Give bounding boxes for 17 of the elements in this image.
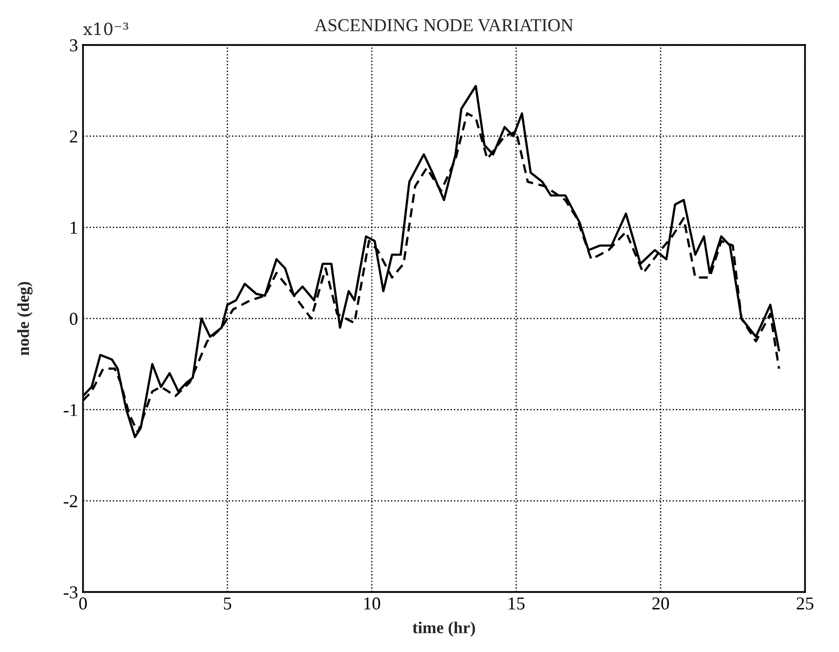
y-tick-label: 2 <box>70 130 78 142</box>
y-tick-label: 3 <box>70 39 78 52</box>
x-tick-label: 20 <box>652 597 669 610</box>
x-tick-label: 10 <box>364 597 380 610</box>
y-axis-title: node (deg) <box>17 282 33 356</box>
x-tick-label: 5 <box>224 598 232 610</box>
x-tick-label: 0 <box>79 597 87 610</box>
y-tick-label: -3 <box>64 586 78 598</box>
chart-title: ASCENDING NODE VARIATION <box>314 19 574 32</box>
y-tick-label: -2 <box>64 495 78 508</box>
y-tick-label: 0 <box>70 312 78 325</box>
y-tick-label: -1 <box>64 404 78 416</box>
x-tick-label: 25 <box>796 597 814 610</box>
y-tick-label: 1 <box>70 222 78 234</box>
x-axis-title: time (hr) <box>412 622 475 637</box>
text: x10⁻³ <box>83 22 128 36</box>
x-tick-label: 15 <box>508 597 525 610</box>
